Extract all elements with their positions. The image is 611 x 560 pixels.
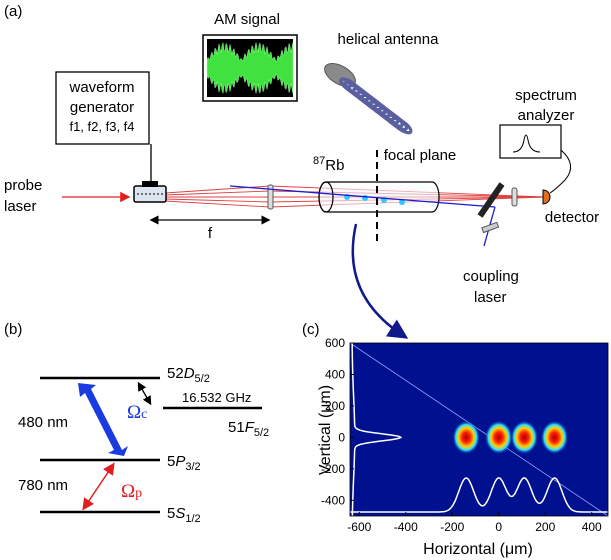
detector <box>543 190 550 204</box>
splitting-label: 16.532 GHz <box>182 390 251 405</box>
focal-length-label: f <box>208 225 213 242</box>
state-label: 5P3/2 <box>167 453 201 473</box>
omega: Ω <box>121 481 135 502</box>
coupling-label-1: coupling <box>463 268 519 285</box>
probe-rabi: Ωp <box>121 481 142 502</box>
x-axis-label: Horizontal (μm) <box>423 541 533 558</box>
analyzer-box <box>500 125 561 158</box>
analyzer-label-2: analyzer <box>518 107 575 124</box>
j-sub: 5/2 <box>254 427 269 439</box>
y-tick-label: 400 <box>325 367 345 381</box>
isotope: 87 <box>313 155 325 167</box>
j-sub: 5/2 <box>195 373 210 385</box>
sub: c <box>141 407 147 422</box>
j-sub: 3/2 <box>185 461 200 473</box>
splitting-arrow <box>139 384 150 403</box>
coupling-label-2: laser <box>474 289 507 306</box>
figure: (a) AM signal helical antenna waveform ge… <box>0 0 611 560</box>
panel-label: (b) <box>4 321 22 338</box>
probe-laser-label-2: laser <box>4 198 37 215</box>
focal-spot <box>541 420 569 454</box>
sub: p <box>135 486 142 501</box>
y-tick-label: -400 <box>321 493 345 507</box>
title-line: waveform <box>68 79 134 96</box>
principal: 5 <box>167 453 175 470</box>
state-label: 51F5/2 <box>228 419 269 439</box>
antenna-coil <box>339 76 413 135</box>
probe-transition <box>84 465 113 508</box>
coupling-wavelength: 480 nm <box>18 414 68 431</box>
y-tick-label: 600 <box>325 336 345 350</box>
orbital: S <box>175 505 185 522</box>
probe-wavelength: 780 nm <box>18 477 68 494</box>
focal-spot <box>452 420 480 454</box>
j-sub: 1/2 <box>185 513 200 525</box>
collection-lens <box>512 188 517 206</box>
analyzer-label-1: spectrum <box>515 87 577 104</box>
vapor-cell <box>319 182 439 212</box>
focal-plane-label: focal plane <box>384 147 457 164</box>
state-label: 52D5/2 <box>167 365 210 385</box>
principal: 52 <box>167 365 184 382</box>
title-line: generator <box>70 99 134 116</box>
coupling-transition <box>78 383 128 456</box>
x-tick-label: -400 <box>394 520 418 534</box>
am-signal-label: AM signal <box>214 11 280 28</box>
orbital: D <box>184 365 195 382</box>
focal-spot <box>485 420 513 454</box>
aod-top <box>142 181 158 187</box>
principal: 51 <box>228 419 245 436</box>
x-tick-label: -600 <box>347 520 371 534</box>
y-tick-label: 200 <box>325 399 345 413</box>
focal-spot <box>510 420 538 454</box>
antenna-label: helical antenna <box>338 31 440 48</box>
omega: Ω <box>127 402 141 423</box>
zoom-arrow <box>353 224 404 336</box>
detector-label: detector <box>545 209 599 226</box>
x-tick-label: 200 <box>535 520 555 534</box>
cell-label: 87Rb <box>313 155 344 174</box>
principal: 5 <box>167 505 175 522</box>
dichroic-mirror <box>480 184 502 216</box>
state-label: 5S1/2 <box>167 505 201 525</box>
panel-label: (c) <box>302 321 320 338</box>
coupling-rabi: Ωc <box>127 402 147 423</box>
panel-label: (a) <box>4 3 22 20</box>
heatmap <box>350 343 608 516</box>
y-tick-label: 0 <box>338 430 345 444</box>
x-tick-label: 400 <box>582 520 602 534</box>
x-tick-label: 0 <box>495 520 502 534</box>
probe-laser-label-1: probe <box>4 177 42 194</box>
element: Rb <box>325 157 344 174</box>
x-tick-label: -200 <box>440 520 464 534</box>
waveform-generator-frequencies: f1, f2, f3, f4 <box>69 119 134 134</box>
orbital: P <box>175 453 185 470</box>
y-tick-label: -200 <box>321 462 345 476</box>
